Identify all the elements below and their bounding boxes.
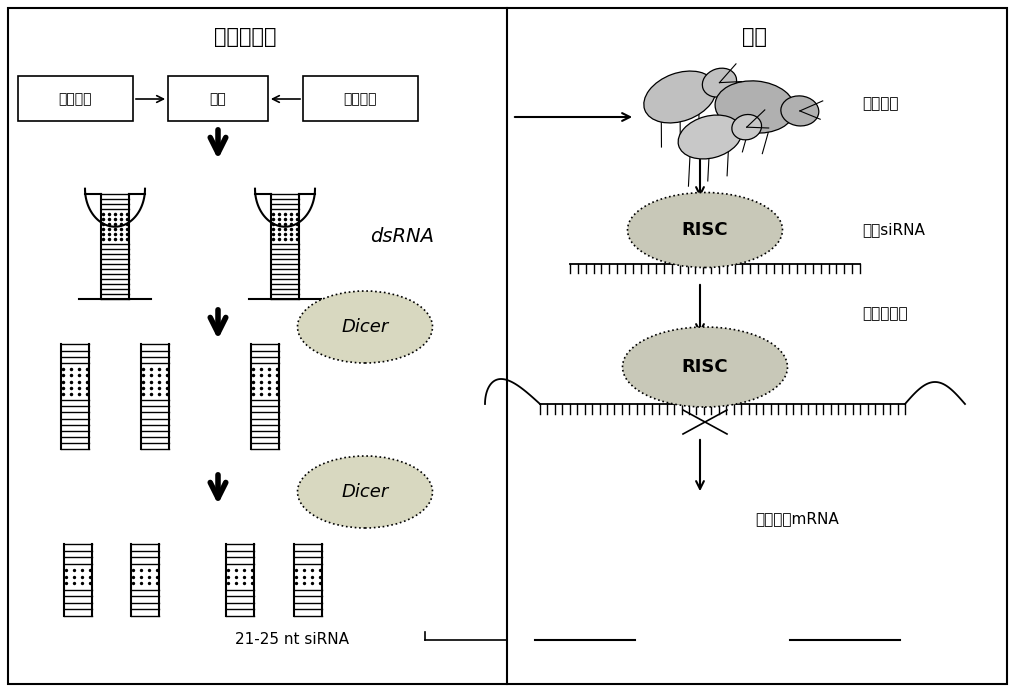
Ellipse shape — [297, 291, 432, 363]
Text: 蚜虫取食: 蚜虫取食 — [862, 96, 898, 111]
Ellipse shape — [781, 96, 819, 126]
Text: 止向基因: 止向基因 — [59, 92, 92, 106]
Ellipse shape — [627, 192, 783, 268]
Text: 间隔: 间隔 — [210, 92, 226, 106]
Text: 反向基因: 反向基因 — [344, 92, 378, 106]
Ellipse shape — [678, 115, 742, 159]
FancyBboxPatch shape — [168, 77, 268, 122]
Text: Dicer: Dicer — [341, 483, 389, 501]
Text: dsRNA: dsRNA — [370, 228, 434, 246]
Text: 21-25 nt siRNA: 21-25 nt siRNA — [235, 632, 349, 648]
Text: 降解的靶mRNA: 降解的靶mRNA — [755, 511, 838, 527]
Ellipse shape — [732, 114, 761, 140]
Text: 配对、剪切: 配对、剪切 — [862, 307, 907, 322]
Text: 装载siRNA: 装载siRNA — [862, 223, 925, 237]
Ellipse shape — [702, 69, 737, 97]
Ellipse shape — [622, 327, 788, 407]
Ellipse shape — [297, 456, 432, 528]
Text: RISC: RISC — [682, 358, 729, 376]
Ellipse shape — [716, 81, 795, 133]
FancyBboxPatch shape — [303, 77, 418, 122]
Ellipse shape — [644, 71, 717, 123]
Text: RISC: RISC — [682, 221, 729, 239]
FancyBboxPatch shape — [18, 77, 133, 122]
Text: 蚜虫: 蚜虫 — [743, 27, 767, 47]
Text: Dicer: Dicer — [341, 318, 389, 336]
Text: 转基因植物: 转基因植物 — [214, 27, 276, 47]
